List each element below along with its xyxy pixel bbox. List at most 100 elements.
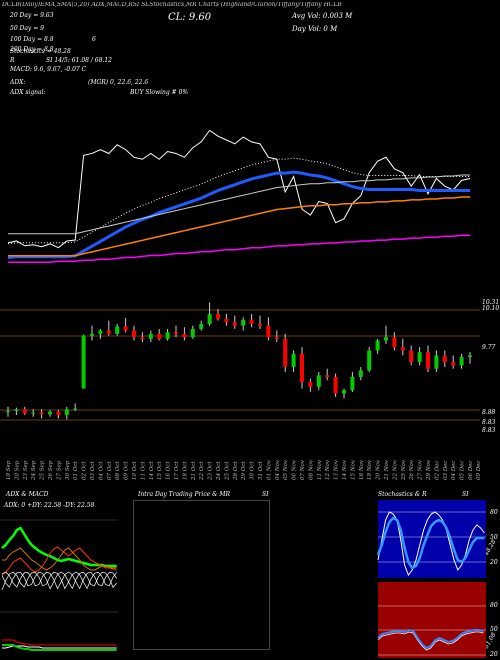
x-axis-label: 21 Nov (384, 459, 390, 481)
candle-body (165, 332, 170, 339)
adx-di-line (1, 571, 117, 591)
adx-di-line (1, 571, 117, 590)
x-axis-label: 26 Nov (409, 459, 415, 481)
candle-body (375, 340, 380, 351)
x-axis-label: 25 Oct (224, 461, 230, 481)
ema100-label: 100 Day = 8.8 (10, 36, 54, 43)
x-axis-label: 25 Nov (401, 459, 407, 481)
x-axis-label: 24 Sep (31, 460, 37, 481)
day-vol-label: Day Vol: 0 M (292, 25, 338, 33)
x-axis-label: 04 Oct (98, 461, 104, 480)
macd-green-line (2, 644, 117, 651)
x-axis-label: 04 Nov (275, 459, 281, 480)
x-axis-label: 07 Nov (300, 459, 306, 480)
candle-body (291, 353, 296, 368)
x-axis-label: 09 Dec (476, 461, 482, 481)
x-axis-label: 02 Dec (434, 461, 440, 481)
stoch-panel-title: Stochastics & R (378, 491, 427, 498)
candle-body (451, 362, 456, 366)
x-axis-label: 09 Oct (124, 461, 130, 480)
x-axis-label: 19 Nov (367, 459, 373, 480)
upper-ema100-line (8, 174, 470, 235)
x-axis-label: 21 Oct (191, 461, 197, 481)
candle-body (123, 326, 128, 331)
x-axis-label: 24 Oct (216, 461, 222, 481)
intra-day-box (133, 500, 270, 650)
x-axis-label: 04 Dec (451, 461, 457, 481)
candle-body (367, 350, 372, 371)
candle-body (241, 319, 246, 326)
candle-body (274, 337, 279, 339)
x-axis-label: 20 Sep (14, 460, 20, 481)
x-axis-label: 08 Nov (308, 459, 314, 480)
candle-body (98, 330, 103, 334)
x-axis-label: 19 Sep (6, 460, 12, 480)
x-axis-label: 14 Nov (342, 459, 348, 480)
candle-body (48, 411, 52, 415)
intra-panel-si: SI (262, 491, 269, 498)
rsi-label: R (10, 57, 15, 64)
candle-body (64, 409, 69, 416)
macd-red-line (2, 639, 117, 646)
candle-body (350, 376, 355, 391)
rsi-axis-80: 80 (490, 602, 498, 609)
x-axis-label: 01 Nov (266, 459, 272, 480)
candle-body (325, 375, 330, 377)
price-level-top2: 10.10 (482, 305, 500, 312)
stoch-panel-si: SI (462, 491, 469, 498)
stoch-d-line (376, 516, 485, 570)
candle-body (73, 408, 78, 410)
candle-body (249, 319, 254, 324)
x-axis-label: 20 Nov (376, 459, 382, 481)
x-axis-label: 26 Sep (48, 460, 54, 481)
header-title: DCLB(Daily)EMA,SMA(5,20) ADX,MACD,RSI SL… (2, 2, 342, 8)
x-axis-label: 01 Oct (73, 461, 79, 480)
candle-body (266, 325, 271, 338)
x-axis-label: 16 Oct (166, 461, 172, 480)
candle-body (283, 338, 288, 368)
candle-body (342, 390, 346, 394)
candle-body (400, 347, 405, 351)
candle-body (316, 375, 321, 387)
x-axis-label: 13 Nov (334, 459, 340, 480)
candle-body (39, 412, 44, 415)
candle-body (384, 337, 388, 341)
candle-body (426, 352, 430, 369)
candle-body (22, 409, 27, 414)
x-axis-label: 27 Sep (56, 460, 62, 481)
candle-body (434, 355, 439, 369)
rsi-axis-20: 20 (490, 651, 498, 658)
candle-body (409, 350, 414, 363)
adx-readout: ADX: 0 +DY: 22.58 -DY: 22.58 (4, 502, 95, 509)
x-axis-label: 02 Oct (82, 461, 88, 480)
candle-body (106, 330, 111, 334)
x-axis-label: 11 Oct (140, 461, 146, 480)
x-axis-label: 23 Oct (208, 461, 214, 481)
candle-body (157, 333, 162, 339)
x-axis-label: 03 Dec (443, 461, 449, 481)
candle-body (442, 355, 447, 363)
adx-label: ADX: (10, 79, 26, 86)
macd-white-line (2, 645, 117, 649)
rsi-blue-line (377, 628, 484, 650)
candle-body (459, 357, 464, 366)
x-axis-label: 05 Dec (460, 461, 466, 481)
price-level-low1: 8.88 (482, 409, 496, 416)
x-axis-label: 29 Oct (241, 461, 247, 481)
candle-body (6, 410, 10, 412)
close-label: CL: 9.60 (168, 12, 212, 23)
candle-body (224, 318, 229, 323)
x-axis-label: 30 Sep (65, 460, 71, 480)
adx-di-line (1, 571, 117, 590)
x-axis-label: 31 Oct (258, 461, 264, 480)
candle-body (207, 314, 212, 324)
candle-body (258, 323, 262, 326)
x-axis-label: 14 Oct (149, 461, 155, 480)
x-axis-label: 27 Nov (418, 459, 424, 481)
candle-body (468, 355, 472, 358)
x-axis-label: 15 Oct (157, 461, 163, 480)
candle-body (417, 352, 422, 363)
upper-sma-line (8, 234, 470, 263)
x-axis-label: 12 Nov (325, 459, 331, 480)
